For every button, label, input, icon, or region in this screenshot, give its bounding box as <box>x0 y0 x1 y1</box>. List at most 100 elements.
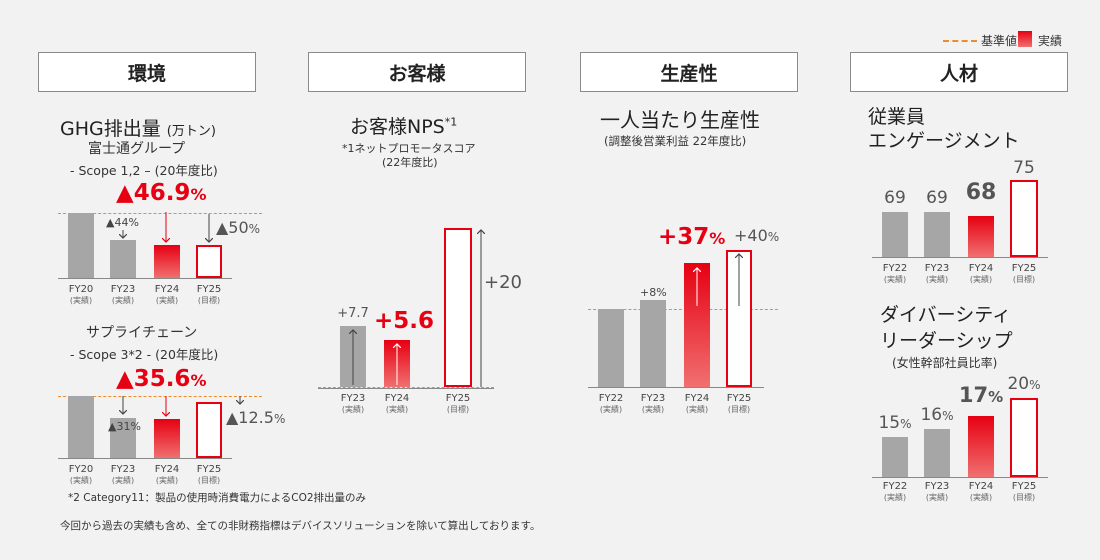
div-x-fy24-text: FY24 <box>968 481 994 492</box>
div-fy22-number: 15 <box>878 413 901 433</box>
ghg-s1-x-fy20: FY20 (実績) <box>59 284 103 306</box>
ghg-s1-fy23-label: ▲44% <box>106 216 139 229</box>
ghg-unit: (万トン) <box>166 124 216 139</box>
div-fy25-number: 20 <box>1007 374 1030 394</box>
prod-axis <box>588 387 764 388</box>
ghg-s3-bar-fy25 <box>196 402 222 458</box>
div-fy23-pct: % <box>942 409 954 423</box>
nps-title-sup: *1 <box>444 115 458 129</box>
ghg-s3-fy25-number: ▲12.5 <box>226 408 274 427</box>
prod-bar-fy22 <box>598 309 624 387</box>
div-bar-fy25 <box>1010 398 1038 477</box>
nps-x-fy24-text: FY24 <box>384 393 410 404</box>
prod-x-fy23-sub: (実績) <box>641 405 665 414</box>
nps-x-fy25-text: FY25 <box>445 393 471 404</box>
eng-fy24-value: 68 <box>965 180 997 205</box>
ghg-s3-x-fy24-sub: (実績) <box>155 476 179 485</box>
ghg-s3-bar-fy20 <box>68 396 94 458</box>
div-fy23-value: 16% <box>915 405 959 425</box>
eng-title1: 従業員 <box>868 106 926 128</box>
ghg-s3-x-fy25-text: FY25 <box>196 464 222 475</box>
nps-x-fy25: FY25 (目標) <box>436 393 480 415</box>
ghg-s1-x-fy20-sub: (実績) <box>69 296 93 305</box>
prod-fy25-value: +40% <box>734 226 779 245</box>
eng-fy25-value: 75 <box>1013 158 1035 178</box>
legend-baseline-swatch <box>943 40 977 42</box>
ghg-s3-big-value: ▲35.6% <box>116 366 206 392</box>
prod-x-fy22-text: FY22 <box>598 393 624 404</box>
eng-x-fy22: FY22 (実績) <box>873 263 917 285</box>
ghg-s3-baseline <box>58 396 262 397</box>
prod-x-fy23-text: FY23 <box>640 393 666 404</box>
ghg-s3-x-fy25: FY25 (目標) <box>187 464 231 486</box>
eng-x-fy25: FY25 (目標) <box>1002 263 1046 285</box>
header-productivity: 生産性 <box>580 52 798 92</box>
div-x-fy23-sub: (実績) <box>925 493 949 502</box>
ghg-s3-bar-fy23 <box>110 418 136 458</box>
ghg-s1-scope: - Scope 1,2 – (20年度比) <box>70 163 218 178</box>
ghg-s1-big-value: ▲46.9% <box>116 180 206 206</box>
ghg-s3-fy25-pct: % <box>273 412 286 426</box>
ghg-s3-x-fy25-sub: (目標) <box>197 476 221 485</box>
prod-sub: (調整後営業利益 22年度比) <box>604 134 747 148</box>
prod-x-fy23: FY23 (実績) <box>631 393 675 415</box>
eng-x-fy24: FY24 (実績) <box>959 263 1003 285</box>
nps-bar-fy23 <box>340 326 366 387</box>
prod-bar-fy25 <box>726 250 752 387</box>
ghg-s3-axis <box>58 458 232 459</box>
eng-fy22-value: 69 <box>884 188 906 208</box>
eng-x-fy23-sub: (実績) <box>925 275 949 284</box>
div-fy24-number: 17 <box>958 383 989 407</box>
eng-x-fy23: FY23 (実績) <box>915 263 959 285</box>
ghg-s1-bar-fy25 <box>196 245 222 278</box>
ghg-s1-big-number: ▲46.9 <box>116 180 191 206</box>
div-x-fy24-sub: (実績) <box>969 493 993 502</box>
nps-x-fy25-sub: (目標) <box>446 405 470 414</box>
prod-x-fy24-sub: (実績) <box>685 405 709 414</box>
ghg-s3-x-fy23-text: FY23 <box>110 464 136 475</box>
prod-fy23-value: +8% <box>640 286 667 299</box>
header-people: 人材 <box>850 52 1068 92</box>
ghg-s3-bar-fy24 <box>154 419 180 458</box>
nps-fy25-value: +20 <box>484 272 522 293</box>
div-axis <box>872 477 1048 478</box>
div-x-fy22-sub: (実績) <box>883 493 907 502</box>
ghg-s1-fy25-number: ▲50 <box>216 218 249 237</box>
nps-x-fy23-text: FY23 <box>340 393 366 404</box>
prod-x-fy25-sub: (目標) <box>727 405 751 414</box>
ghg-s1-x-fy20-text: FY20 <box>68 284 94 295</box>
ghg-s3-group: サプライチェーン <box>86 325 198 341</box>
prod-fy24-value: +37% <box>658 224 725 250</box>
nps-fy23-value: +7.7 <box>337 306 369 321</box>
nps-bar-fy24 <box>384 340 410 387</box>
div-x-fy23: FY23 (実績) <box>915 481 959 503</box>
prod-x-fy25: FY25 (目標) <box>717 393 761 415</box>
nps-baseline <box>318 387 494 388</box>
ghg-s1-bar-fy24 <box>154 245 180 278</box>
div-x-fy22: FY22 (実績) <box>873 481 917 503</box>
prod-x-fy22-sub: (実績) <box>599 405 623 414</box>
prod-title: 一人当たり生産性 <box>600 108 760 132</box>
nps-x-fy23: FY23 (実績) <box>331 393 375 415</box>
prod-fy24-number: +37 <box>658 224 710 250</box>
ghg-s3-x-fy23-sub: (実績) <box>111 476 135 485</box>
eng-bar-fy23 <box>924 212 950 257</box>
ghg-s1-x-fy25-sub: (目標) <box>197 296 221 305</box>
eng-bar-fy22 <box>882 212 908 257</box>
nps-x-fy24-sub: (実績) <box>385 405 409 414</box>
div-title2: リーダーシップ <box>880 330 1013 352</box>
ghg-title-text: GHG排出量 <box>60 118 161 140</box>
div-fy23-number: 16 <box>920 405 943 425</box>
div-fy25-value: 20% <box>1002 374 1046 394</box>
prod-bar-fy23 <box>640 300 666 387</box>
legend-actual-swatch <box>1018 31 1032 47</box>
div-x-fy25-text: FY25 <box>1011 481 1037 492</box>
prod-baseline <box>588 309 778 310</box>
ghg-s1-x-fy24: FY24 (実績) <box>145 284 189 306</box>
legend-actual-label: 実績 <box>1038 34 1063 48</box>
ghg-s3-big-pct: % <box>190 371 207 390</box>
eng-x-fy22-sub: (実績) <box>883 275 907 284</box>
nps-fy24-value: +5.6 <box>374 308 435 334</box>
eng-x-fy24-text: FY24 <box>968 263 994 274</box>
footnote-category11: *2 Category11：製品の使用時消費電力によるCO2排出量のみ <box>68 492 367 504</box>
